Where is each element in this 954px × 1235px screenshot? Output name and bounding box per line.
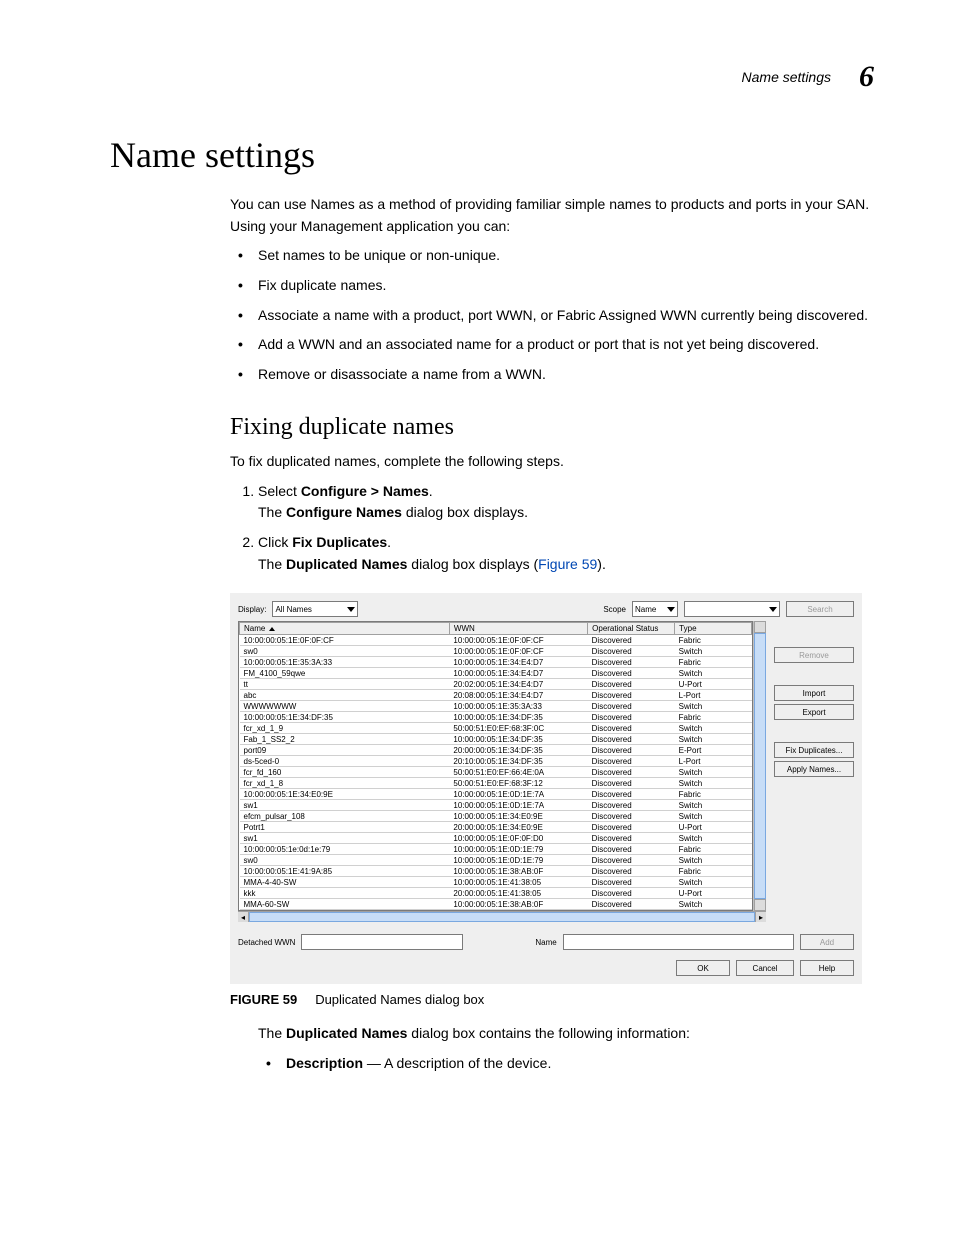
cancel-button[interactable]: Cancel — [736, 960, 794, 976]
table-row[interactable]: 10:00:00:05:1E:34:DF:3510:00:00:05:1E:34… — [240, 712, 752, 723]
export-button[interactable]: Export — [774, 704, 854, 720]
col-opstatus[interactable]: Operational Status — [588, 623, 675, 635]
apply-names-button[interactable]: Apply Names... — [774, 761, 854, 777]
bullet-item: Fix duplicate names. — [258, 275, 874, 297]
chapter-number: 6 — [859, 60, 874, 94]
table-row[interactable]: efcm_pulsar_10810:00:00:05:1E:34:E0:9EDi… — [240, 811, 752, 822]
vertical-scrollbar[interactable] — [753, 621, 766, 911]
table-row[interactable]: kkk20:00:00:05:1E:41:38:05DiscoveredU-Po… — [240, 888, 752, 899]
duplicated-names-dialog: Display: All Names Scope Name Search — [230, 593, 862, 984]
detached-wwn-input[interactable] — [301, 934, 463, 950]
table-row[interactable]: fcr_xd_1_850:00:51:E0:EF:68:3F:12Discove… — [240, 778, 752, 789]
search-input[interactable] — [684, 601, 780, 617]
table-row[interactable]: MMA-60-SW10:00:00:05:1E:38:AB:0FDiscover… — [240, 899, 752, 910]
table-row[interactable]: tt20:02:00:05:1E:34:E4:D7DiscoveredU-Por… — [240, 679, 752, 690]
step: Click Fix Duplicates. The Duplicated Nam… — [258, 532, 874, 575]
figure-link[interactable]: Figure 59 — [538, 556, 597, 572]
bullet-item: Set names to be unique or non-unique. — [258, 245, 874, 267]
step-detail: The Duplicated Names dialog box displays… — [258, 554, 874, 576]
table-row[interactable]: WWWWWWW10:00:00:05:1E:35:3A:33Discovered… — [240, 701, 752, 712]
names-table: Name WWN Operational Status Type 10:00:0… — [238, 621, 753, 911]
display-combo[interactable]: All Names — [272, 601, 358, 617]
help-button[interactable]: Help — [800, 960, 854, 976]
horizontal-scrollbar[interactable]: ◂ ▸ — [238, 911, 766, 922]
table-row[interactable]: 10:00:00:05:1E:41:9A:8510:00:00:05:1E:38… — [240, 866, 752, 877]
fix-duplicates-button[interactable]: Fix Duplicates... — [774, 742, 854, 758]
step-detail: The Configure Names dialog box displays. — [258, 502, 874, 524]
search-button[interactable]: Search — [786, 601, 854, 617]
after-paragraph: The Duplicated Names dialog box contains… — [258, 1023, 874, 1045]
remove-button[interactable]: Remove — [774, 647, 854, 663]
heading-1: Name settings — [110, 134, 874, 176]
table-row[interactable]: port0920:00:00:05:1E:34:DF:35DiscoveredE… — [240, 745, 752, 756]
page-header: Name settings 6 — [110, 60, 874, 94]
add-button[interactable]: Add — [800, 934, 854, 950]
table-row[interactable]: fcr_xd_1_950:00:51:E0:EF:68:3F:0CDiscove… — [240, 723, 752, 734]
table-row[interactable]: 10:00:00:05:1E:0F:0F:CF10:00:00:05:1E:0F… — [240, 635, 752, 646]
header-title: Name settings — [742, 69, 831, 85]
display-label: Display: — [238, 605, 266, 614]
step: Select Configure > Names. The Configure … — [258, 481, 874, 524]
step-bold: Configure > Names — [301, 483, 429, 499]
figure-caption: FIGURE 59Duplicated Names dialog box — [230, 992, 874, 1007]
scope-label: Scope — [603, 605, 626, 614]
step-text: . — [429, 483, 433, 499]
table-row[interactable]: sw110:00:00:05:1E:0D:1E:7ADiscoveredSwit… — [240, 800, 752, 811]
subintro: To fix duplicated names, complete the fo… — [230, 451, 874, 473]
name-label: Name — [535, 938, 556, 947]
table-row[interactable]: 10:00:00:05:1E:35:3A:3310:00:00:05:1E:34… — [240, 657, 752, 668]
chevron-down-icon — [347, 607, 355, 612]
detached-wwn-label: Detached WWN — [238, 938, 295, 947]
step-bold: Fix Duplicates — [292, 534, 387, 550]
desc-bullet: Description — A description of the devic… — [286, 1053, 874, 1075]
table-row[interactable]: FM_4100_59qwe10:00:00:05:1E:34:E4:D7Disc… — [240, 668, 752, 679]
table-row[interactable]: Potrt120:00:00:05:1E:34:E0:9EDiscoveredU… — [240, 822, 752, 833]
heading-2: Fixing duplicate names — [230, 414, 874, 441]
step-text: . — [387, 534, 391, 550]
chevron-down-icon — [769, 607, 777, 612]
table-row[interactable]: MMA-4-40-SW10:00:00:05:1E:41:38:05Discov… — [240, 877, 752, 888]
scope-combo[interactable]: Name — [632, 601, 678, 617]
bullet-item: Add a WWN and an associated name for a p… — [258, 334, 874, 356]
table-row[interactable]: sw010:00:00:05:1E:0D:1E:79DiscoveredSwit… — [240, 855, 752, 866]
table-row[interactable]: 10:00:00:05:1e:0d:1e:7910:00:00:05:1E:0D… — [240, 844, 752, 855]
table-row[interactable]: abc20:08:00:05:1E:34:E4:D7DiscoveredL-Po… — [240, 690, 752, 701]
table-row[interactable]: Fab_1_SS2_210:00:00:05:1E:34:DF:35Discov… — [240, 734, 752, 745]
ok-button[interactable]: OK — [676, 960, 730, 976]
table-row[interactable]: fcr_fd_16050:00:51:E0:EF:66:4E:0ADiscove… — [240, 767, 752, 778]
table-row[interactable]: sw110:00:00:05:1E:0F:0F:D0DiscoveredSwit… — [240, 833, 752, 844]
intro-bullets: Set names to be unique or non-unique. Fi… — [230, 245, 874, 385]
sort-icon — [269, 627, 275, 631]
intro-paragraph: You can use Names as a method of providi… — [230, 194, 874, 237]
name-input[interactable] — [563, 934, 794, 950]
bullet-item: Associate a name with a product, port WW… — [258, 305, 874, 327]
table-row[interactable]: ds-5ced-020:10:00:05:1E:34:DF:35Discover… — [240, 756, 752, 767]
col-wwn[interactable]: WWN — [449, 623, 587, 635]
step-text: Select — [258, 483, 301, 499]
table-row[interactable]: 10:00:00:05:1E:34:E0:9E10:00:00:05:1E:0D… — [240, 789, 752, 800]
col-name[interactable]: Name — [240, 623, 450, 635]
chevron-down-icon — [667, 607, 675, 612]
col-type[interactable]: Type — [675, 623, 752, 635]
step-text: Click — [258, 534, 292, 550]
import-button[interactable]: Import — [774, 685, 854, 701]
bullet-item: Remove or disassociate a name from a WWN… — [258, 364, 874, 386]
table-row[interactable]: sw010:00:00:05:1E:0F:0F:CFDiscoveredSwit… — [240, 646, 752, 657]
